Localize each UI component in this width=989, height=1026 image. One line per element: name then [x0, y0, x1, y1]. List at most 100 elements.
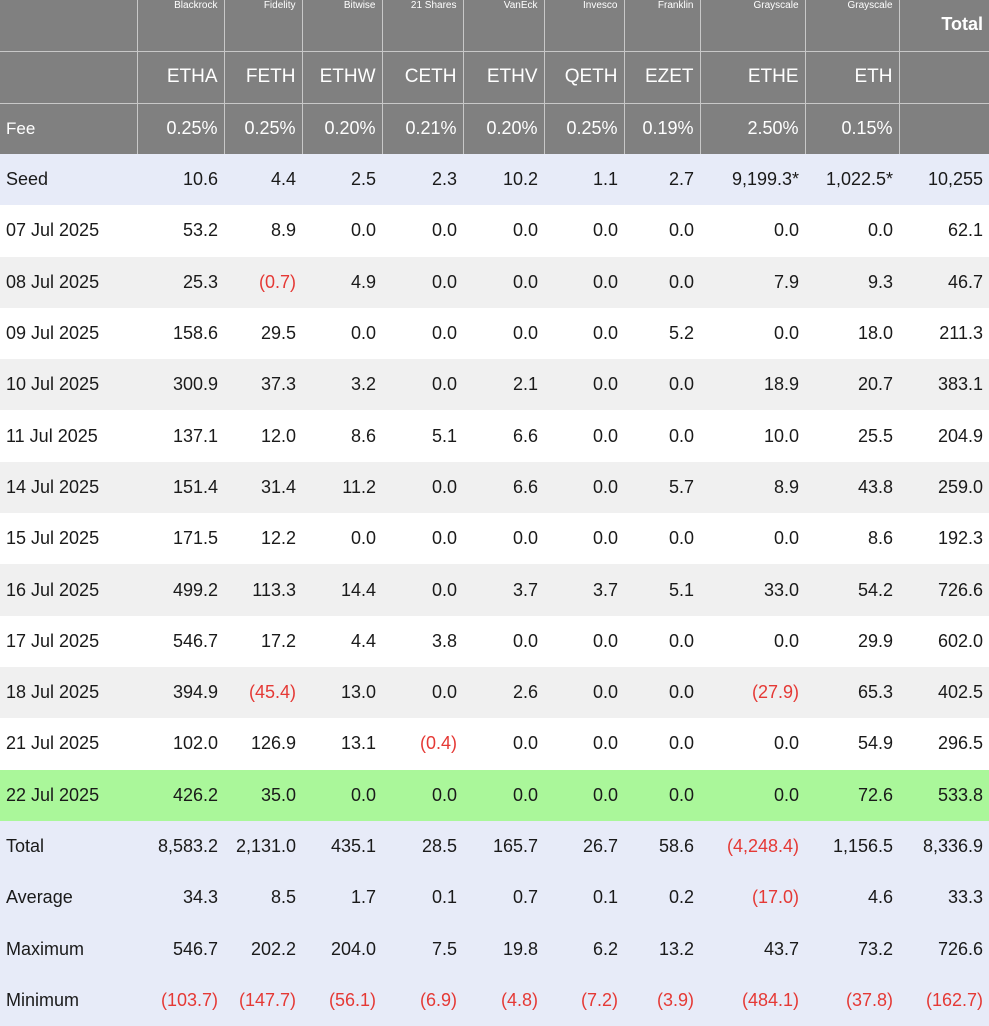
flow-value-cell: 0.0	[624, 666, 700, 719]
fee-cell: 0.25%	[224, 103, 303, 154]
flow-value-cell: 8.9	[224, 205, 302, 257]
issuer-header-cell: Grayscale	[700, 0, 806, 52]
flow-value-cell: 3.2	[302, 359, 382, 411]
flow-value-cell: 0.0	[544, 718, 624, 770]
flow-value-cell: 18.9	[700, 359, 805, 411]
flow-value-cell: 0.0	[700, 205, 805, 257]
fee-cell: 0.25%	[137, 103, 225, 154]
table-row: 16 Jul 2025 499.2 113.3 14.4 0.0 3.7 3.7 5.1 33.…	[0, 564, 989, 616]
row-total-cell: 296.5	[899, 718, 989, 770]
flow-value-cell: 202.2	[224, 923, 302, 975]
flow-value-cell: 0.0	[382, 461, 463, 514]
flow-value-cell: 8.5	[224, 872, 302, 924]
flow-value-cell: 0.1	[544, 872, 624, 924]
flow-value-cell: 546.7	[137, 923, 224, 975]
flow-value-cell: 54.9	[805, 718, 899, 770]
flow-value-cell: 4.4	[302, 615, 382, 667]
flow-value-cell: 14.4	[302, 564, 382, 616]
flow-value-cell: 18.0	[805, 307, 899, 360]
flow-value-cell: 33.0	[700, 564, 805, 616]
row-label: 11 Jul 2025	[0, 410, 137, 462]
summary-row: Total 8,583.2 2,131.0 435.1 28.5 165.7 26.7 58.…	[0, 820, 989, 873]
flow-value-cell: 5.2	[624, 307, 700, 360]
issuer-header-cell: Grayscale	[805, 0, 900, 52]
ticker-header-cell: ETHW	[302, 51, 383, 104]
row-label: 09 Jul 2025	[0, 307, 137, 360]
table-row: 18 Jul 2025 394.9 (45.4) 13.0 0.0 2.6 0.0 0.0 (2…	[0, 666, 989, 719]
total-column-header: Total	[899, 0, 989, 52]
flow-value-cell: 0.0	[544, 359, 624, 411]
row-label: 15 Jul 2025	[0, 513, 137, 565]
row-total-cell: 383.1	[899, 359, 989, 411]
summary-row: Maximum 546.7 202.2 204.0 7.5 19.8 6.2 13.2 43.7…	[0, 923, 989, 975]
flow-value-cell: 8.9	[700, 461, 805, 514]
flow-value-cell: 0.0	[544, 307, 624, 360]
flow-value-cell: 1.1	[544, 154, 624, 206]
row-label: 07 Jul 2025	[0, 205, 137, 257]
flow-value-cell: 2.7	[624, 154, 700, 206]
flow-value-cell: 26.7	[544, 820, 624, 873]
row-label: Maximum	[0, 923, 137, 975]
table-row: 22 Jul 2025 426.2 35.0 0.0 0.0 0.0 0.0 0.0 0.0 72…	[0, 769, 989, 821]
flow-value-cell: 300.9	[137, 359, 224, 411]
flow-value-cell: 4.6	[805, 872, 899, 924]
row-label: Minimum	[0, 974, 137, 1026]
row-label: 08 Jul 2025	[0, 256, 137, 308]
row-total-cell: (162.7)	[899, 974, 989, 1026]
fee-cell: 0.25%	[544, 103, 625, 154]
flow-value-cell: 65.3	[805, 666, 899, 719]
fee-cell: 0.19%	[624, 103, 701, 154]
ticker-header-cell: ETHE	[700, 51, 806, 104]
flow-value-cell: 0.0	[700, 513, 805, 565]
row-total-cell: 192.3	[899, 513, 989, 565]
row-total-cell: 62.1	[899, 205, 989, 257]
flow-value-cell: 2.3	[382, 154, 463, 206]
flow-value-cell: 137.1	[137, 410, 224, 462]
flow-value-cell: (0.4)	[382, 718, 463, 770]
flow-value-cell: 29.9	[805, 615, 899, 667]
fee-cell: 0.15%	[805, 103, 900, 154]
flow-value-cell: 0.0	[544, 615, 624, 667]
flow-value-cell: 151.4	[137, 461, 224, 514]
flow-value-cell: (103.7)	[137, 974, 224, 1026]
row-total-cell: 46.7	[899, 256, 989, 308]
fee-cell: 0.20%	[463, 103, 545, 154]
ticker-header-cell: EZET	[624, 51, 701, 104]
flow-value-cell: 0.0	[463, 256, 544, 308]
flow-value-cell: 0.0	[624, 615, 700, 667]
table-row: 10 Jul 2025 300.9 37.3 3.2 0.0 2.1 0.0 0.0 18.9 2…	[0, 359, 989, 411]
row-total-cell: 8,336.9	[899, 820, 989, 873]
flow-value-cell: 0.0	[700, 718, 805, 770]
flow-value-cell: 0.0	[624, 256, 700, 308]
flow-value-cell: 0.0	[382, 513, 463, 565]
flow-value-cell: (147.7)	[224, 974, 302, 1026]
flow-value-cell: 0.0	[700, 769, 805, 821]
flow-value-cell: 0.0	[382, 564, 463, 616]
row-total-cell: 211.3	[899, 307, 989, 360]
flow-value-cell: 37.3	[224, 359, 302, 411]
flow-value-cell: 0.0	[544, 513, 624, 565]
ticker-header-cell: ETHA	[137, 51, 225, 104]
flow-value-cell: 0.0	[382, 307, 463, 360]
flow-value-cell: 0.0	[544, 666, 624, 719]
flow-value-cell: 0.0	[463, 615, 544, 667]
flow-value-cell: 29.5	[224, 307, 302, 360]
ticker-header-cell: FETH	[224, 51, 303, 104]
table-row: 09 Jul 2025 158.6 29.5 0.0 0.0 0.0 0.0 5.2 0.0 18…	[0, 307, 989, 360]
ticker-header-cell: ETHV	[463, 51, 545, 104]
flow-value-cell: 0.0	[624, 718, 700, 770]
row-label: 17 Jul 2025	[0, 615, 137, 667]
flow-value-cell: 0.0	[700, 307, 805, 360]
flow-value-cell: 1.7	[302, 872, 382, 924]
flow-value-cell: 0.0	[382, 666, 463, 719]
flow-value-cell: 11.2	[302, 461, 382, 514]
row-total-cell: 10,255	[899, 154, 989, 206]
flow-value-cell: 3.7	[544, 564, 624, 616]
flow-value-cell: 0.0	[624, 513, 700, 565]
fee-cell	[899, 103, 989, 154]
flow-value-cell: 6.6	[463, 461, 544, 514]
flow-value-cell: 0.0	[544, 256, 624, 308]
flow-value-cell: 53.2	[137, 205, 224, 257]
flow-value-cell: 165.7	[463, 820, 544, 873]
